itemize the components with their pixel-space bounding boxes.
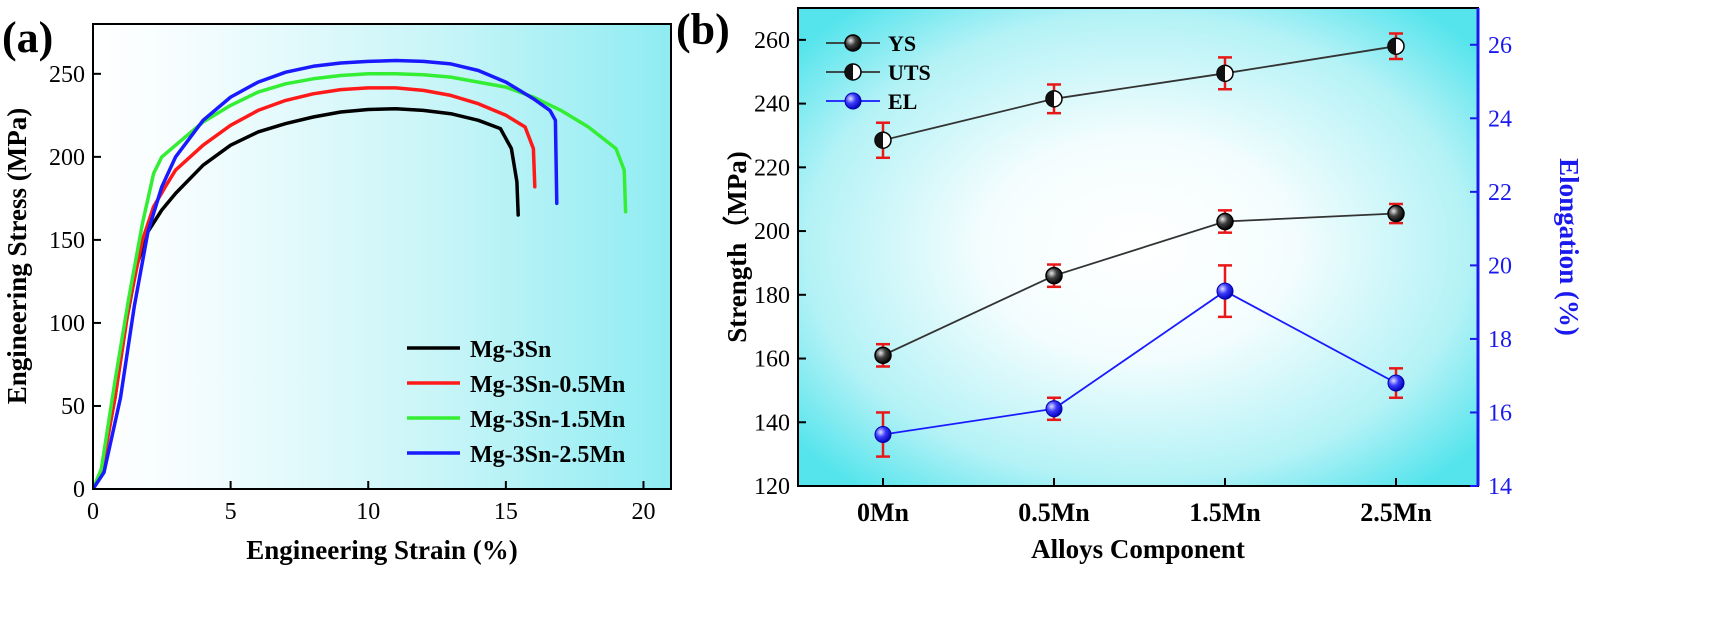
panel-b-legend-label: EL xyxy=(888,89,917,114)
panel-b-data-point xyxy=(1387,204,1405,223)
panel-a-legend-label: Mg-3Sn-1.5Mn xyxy=(470,407,625,433)
panel-a-y-tick-label: 100 xyxy=(49,311,85,337)
panel-b-y2-tick-label: 14 xyxy=(1488,474,1512,500)
panel-b-legend-marker xyxy=(844,92,862,110)
panel-b-y2-tick-label: 20 xyxy=(1488,253,1512,279)
panel-a-legend-label: Mg-3Sn-2.5Mn xyxy=(470,442,625,468)
marker-half xyxy=(1388,38,1396,55)
marker-half xyxy=(1046,90,1054,107)
panel-a-y-tick-label: 0 xyxy=(73,477,85,503)
panel-b-y-tick-label: 220 xyxy=(754,155,790,181)
panel-b-x-tick-label: 1.5Mn xyxy=(1189,498,1261,527)
panel-b-label: (b) xyxy=(676,5,730,54)
panel-a-y-tick-label: 50 xyxy=(61,394,85,420)
panel-b-y-tick-label: 120 xyxy=(754,474,790,500)
panel-b-series-uts xyxy=(874,32,1405,160)
panel-b-legend-marker xyxy=(844,34,862,52)
marker-half xyxy=(1217,65,1225,82)
panel-b-y2-axis-title: Elongation (%) xyxy=(1554,158,1584,336)
panel-b-series-line xyxy=(882,212,1397,357)
panel-a-x-tick-label: 0 xyxy=(87,499,99,525)
panel-b-data-point xyxy=(1045,266,1063,285)
panel-a-series-line xyxy=(93,86,537,489)
panel-a-y-tick-label: 250 xyxy=(49,62,85,88)
panel-b-y2-tick-label: 18 xyxy=(1488,327,1512,353)
panel-b-y-tick-label: 240 xyxy=(754,92,790,118)
panel-b-y2-tick-label: 22 xyxy=(1488,180,1512,206)
panel-b: 0Mn 0.5Mn 1.5Mn 2.5Mn 120 140 160 180 200 220 240 2… xyxy=(676,5,1584,564)
panel-b-legend-label: UTS xyxy=(888,60,931,85)
panel-b-data-point xyxy=(874,426,892,444)
panel-b-data-point xyxy=(1045,90,1063,108)
panel-a-y-tick-label: 200 xyxy=(49,145,85,171)
panel-b-data-point xyxy=(1387,37,1405,55)
panel-a-plot-area xyxy=(92,23,672,490)
panel-a-y-axis-title: Engineering Stress (MPa) xyxy=(2,108,32,404)
panel-b-legend-label: YS xyxy=(888,31,916,56)
panel-b-data-point xyxy=(1216,282,1234,300)
panel-b-data-point xyxy=(874,346,892,365)
panel-b-plot-area xyxy=(797,7,1479,487)
marker-half xyxy=(845,64,853,80)
marker-half xyxy=(875,132,883,149)
panel-b-data-point xyxy=(1216,64,1234,83)
panel-b-x-tick-label: 0Mn xyxy=(857,498,910,527)
panel-a-series-line xyxy=(93,58,559,489)
panel-a-legend-label: Mg-3Sn xyxy=(470,337,551,363)
panel-b-data-point xyxy=(1387,374,1405,392)
panel-b-x-tick-label: 2.5Mn xyxy=(1360,498,1432,527)
panel-b-legend-marker xyxy=(844,63,862,81)
panel-a-label: (a) xyxy=(2,13,53,62)
panel-b-series-line xyxy=(882,45,1397,142)
panel-b-x-tick-label: 0.5Mn xyxy=(1018,498,1090,527)
panel-a-series-line xyxy=(93,72,628,489)
panel-b-series-line xyxy=(882,290,1397,436)
panel-a-x-axis-title: Engineering Strain (%) xyxy=(246,535,518,565)
panel-a-x-tick-label: 20 xyxy=(631,499,655,525)
panel-b-series-ys xyxy=(874,202,1405,368)
panel-b-y2-tick-label: 26 xyxy=(1488,33,1512,59)
panel-b-data-point xyxy=(874,131,892,149)
panel-a-x-tick-label: 5 xyxy=(225,499,237,525)
panel-b-y-tick-label: 160 xyxy=(754,347,790,373)
panel-a-legend-label: Mg-3Sn-0.5Mn xyxy=(470,372,625,398)
panel-b-y2-tick-label: 16 xyxy=(1488,400,1512,426)
panel-b-y-tick-label: 200 xyxy=(754,219,790,245)
panel-a-y-tick-label: 150 xyxy=(49,228,85,254)
panel-b-x-axis-title: Alloys Component xyxy=(1031,534,1245,564)
panel-b-data-point xyxy=(1045,400,1063,418)
panel-b-data-point xyxy=(1216,212,1234,231)
panel-b-y-axis-title: Strength（MPa) xyxy=(722,151,752,342)
panel-a-x-tick-label: 15 xyxy=(494,499,518,525)
panel-b-y-tick-label: 180 xyxy=(754,283,790,309)
panel-a-x-tick-label: 10 xyxy=(356,499,380,525)
panel-b-y-tick-label: 140 xyxy=(754,410,790,436)
panel-b-series-el xyxy=(874,264,1405,458)
panel-b-y-tick-label: 260 xyxy=(754,28,790,54)
panel-b-y2-tick-label: 24 xyxy=(1488,106,1512,132)
